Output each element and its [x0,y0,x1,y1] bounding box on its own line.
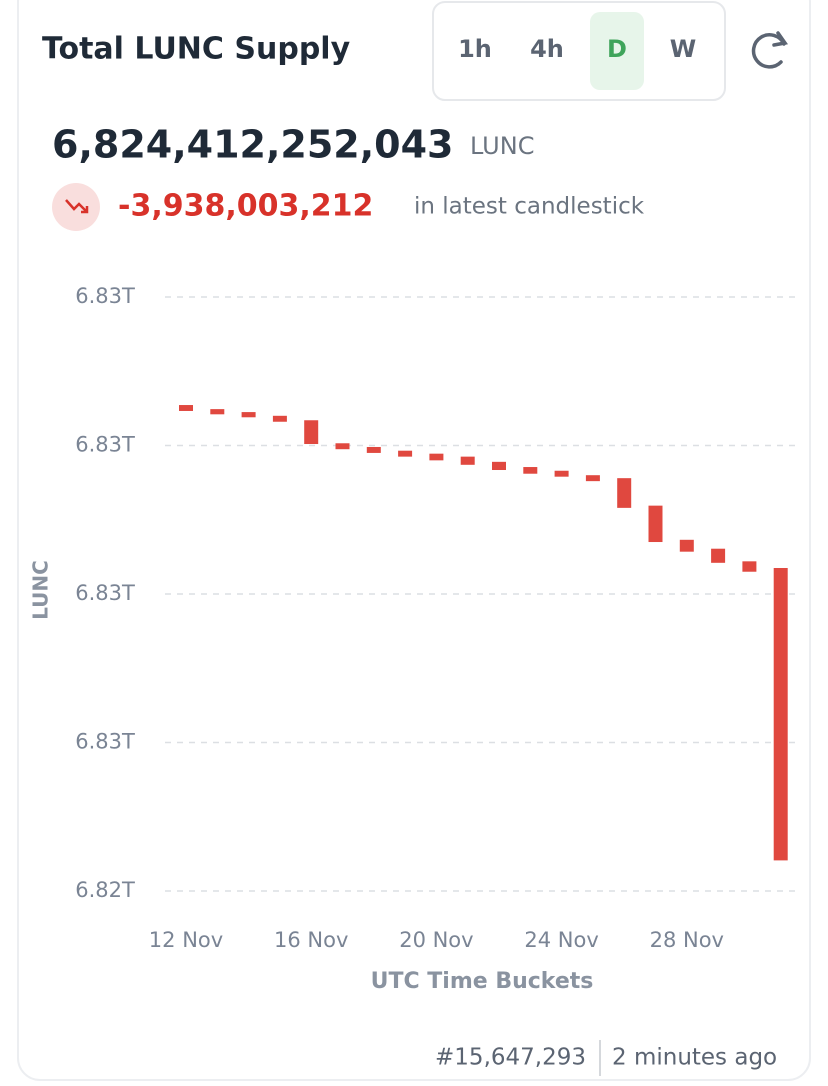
candle [179,405,193,411]
interval-selected-bg [590,12,644,90]
change-note: in latest candlestick [414,194,645,220]
x-tick-label: 28 Nov [650,928,724,952]
updated-time: 2 minutes ago [612,1045,777,1071]
candle [272,415,287,422]
x-tick-label: 20 Nov [399,928,473,952]
candle [492,461,506,471]
candle [460,456,475,465]
interval-group [432,1,726,101]
supply-value: 6,824,412,252,043 [52,123,453,167]
candle [554,470,569,477]
interval-button[interactable]: D [607,35,627,63]
x-axis-label: UTC Time Buckets [371,969,594,994]
interval-button[interactable]: 1h [458,35,492,63]
change-value: -3,938,003,212 [118,189,373,224]
candle [679,539,694,552]
y-tick-label: 6.82T [75,878,135,902]
trend-arrow [65,199,89,214]
candle [398,450,413,457]
title: Total LUNC Supply [42,32,351,67]
candle [241,412,256,418]
refresh-button[interactable] [751,31,788,69]
candle [366,446,381,453]
candle [648,505,663,543]
candle [617,478,632,508]
candle [523,467,538,474]
x-tick-label: 12 Nov [149,928,223,952]
supply-unit: LUNC [470,132,534,160]
y-tick-label: 6.83T [75,433,135,457]
candle [585,475,600,482]
x-tick-label: 16 Nov [274,928,348,952]
x-tick-label: 24 Nov [524,928,598,952]
candle [711,548,726,563]
candle [742,561,757,572]
y-tick-label: 6.83T [75,730,135,754]
card [17,0,811,1081]
candle [304,420,319,445]
interval-button[interactable]: W [670,35,696,63]
block-number: #15,647,293 [435,1045,586,1071]
candle [335,443,350,450]
candle [429,453,444,461]
y-tick-label: 6.83T [75,284,135,308]
candle [210,409,225,415]
interval-button[interactable]: 4h [530,35,564,63]
y-axis-label: LUNC [29,560,53,620]
y-tick-label: 6.83T [75,581,135,605]
candle [773,567,788,861]
